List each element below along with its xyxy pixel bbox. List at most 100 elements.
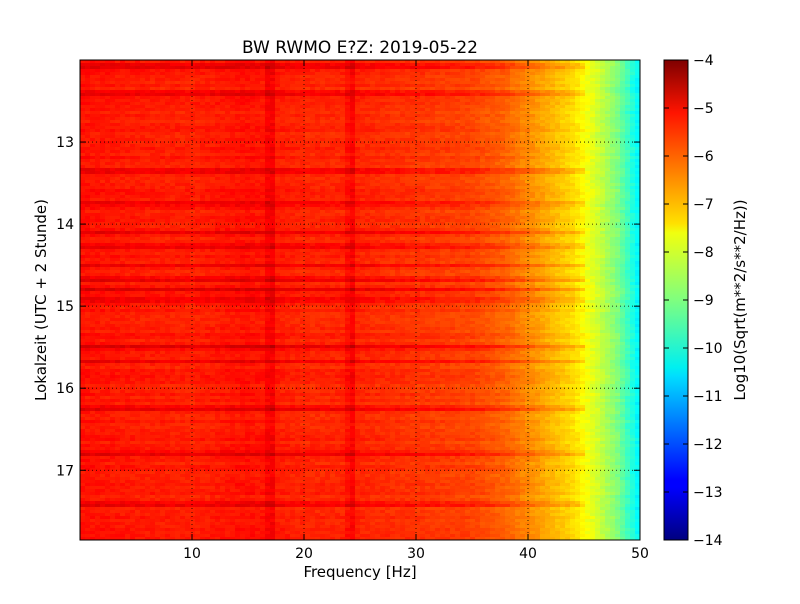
heatmap-cell bbox=[335, 84, 341, 88]
heatmap-cell bbox=[440, 87, 446, 91]
heatmap-cell bbox=[160, 126, 166, 130]
heatmap-cell bbox=[150, 84, 156, 88]
heatmap-cell bbox=[460, 114, 466, 118]
heatmap-cell bbox=[455, 72, 461, 76]
heatmap-cell bbox=[175, 99, 181, 103]
heatmap-cell bbox=[445, 114, 451, 118]
heatmap-cell bbox=[590, 84, 596, 88]
heatmap-cell bbox=[580, 105, 586, 109]
heatmap-cell bbox=[425, 111, 431, 115]
heatmap-cell bbox=[200, 66, 206, 70]
heatmap-cell bbox=[515, 114, 521, 118]
heatmap-cell bbox=[300, 78, 306, 82]
heatmap-cell bbox=[630, 69, 636, 73]
heatmap-cell bbox=[215, 111, 221, 115]
heatmap-cell bbox=[445, 72, 451, 76]
heatmap-cell bbox=[410, 114, 416, 118]
heatmap-cell bbox=[475, 105, 481, 109]
heatmap-cell bbox=[485, 66, 491, 70]
heatmap-cell bbox=[265, 93, 271, 97]
heatmap-cell bbox=[220, 75, 226, 79]
heatmap-cell bbox=[405, 96, 411, 100]
heatmap-cell bbox=[580, 90, 586, 94]
heatmap-cell bbox=[610, 81, 616, 85]
heatmap-cell bbox=[335, 102, 341, 106]
heatmap-cell bbox=[570, 63, 576, 67]
heatmap-cell bbox=[255, 60, 261, 64]
heatmap-cell bbox=[555, 60, 561, 64]
heatmap-cell bbox=[460, 111, 466, 115]
heatmap-cell bbox=[375, 69, 381, 73]
heatmap-cell bbox=[495, 72, 501, 76]
heatmap-cell bbox=[480, 126, 486, 130]
heatmap-cell bbox=[275, 120, 281, 124]
heatmap-cell bbox=[150, 66, 156, 70]
heatmap-cell bbox=[455, 99, 461, 103]
heatmap-cell bbox=[285, 87, 291, 91]
heatmap-cell bbox=[500, 60, 506, 64]
heatmap-cell bbox=[310, 117, 316, 121]
heatmap-cell bbox=[145, 66, 151, 70]
heatmap-cell bbox=[455, 126, 461, 130]
heatmap-cell bbox=[355, 114, 361, 118]
heatmap-cell bbox=[315, 120, 321, 124]
heatmap-cell bbox=[445, 123, 451, 127]
heatmap-cell bbox=[290, 84, 296, 88]
heatmap-cell bbox=[430, 96, 436, 100]
heatmap-cell bbox=[570, 66, 576, 70]
heatmap-cell bbox=[265, 75, 271, 79]
heatmap-cell bbox=[500, 72, 506, 76]
heatmap-cell bbox=[630, 126, 636, 130]
heatmap-cell bbox=[435, 126, 441, 130]
heatmap-cell bbox=[515, 99, 521, 103]
heatmap-cell bbox=[435, 93, 441, 97]
heatmap-cell bbox=[90, 81, 96, 85]
heatmap-cell bbox=[160, 84, 166, 88]
heatmap-cell bbox=[420, 108, 426, 112]
heatmap-cell bbox=[545, 117, 551, 121]
heatmap-cell bbox=[410, 90, 416, 94]
heatmap-cell bbox=[340, 123, 346, 127]
heatmap-cell bbox=[450, 87, 456, 91]
heatmap-cell bbox=[280, 99, 286, 103]
heatmap-cell bbox=[405, 111, 411, 115]
heatmap-cell bbox=[295, 120, 301, 124]
heatmap-cell bbox=[230, 81, 236, 85]
heatmap-cell bbox=[435, 72, 441, 76]
heatmap-cell bbox=[230, 90, 236, 94]
heatmap-cell bbox=[290, 114, 296, 118]
heatmap-cell bbox=[610, 63, 616, 67]
heatmap-cell bbox=[250, 123, 256, 127]
heatmap-cell bbox=[625, 93, 631, 97]
heatmap-cell bbox=[305, 66, 311, 70]
heatmap-cell bbox=[85, 66, 91, 70]
heatmap-cell bbox=[520, 81, 526, 85]
heatmap-cell bbox=[350, 99, 356, 103]
heatmap-cell bbox=[360, 96, 366, 100]
heatmap-cell bbox=[230, 105, 236, 109]
heatmap-cell bbox=[575, 69, 581, 73]
heatmap-cell bbox=[345, 126, 351, 130]
heatmap-cell bbox=[285, 102, 291, 106]
heatmap-cell bbox=[255, 78, 261, 82]
heatmap-cell bbox=[215, 96, 221, 100]
heatmap-cell bbox=[475, 102, 481, 106]
heatmap-cell bbox=[445, 84, 451, 88]
heatmap-cell bbox=[490, 96, 496, 100]
heatmap-cell bbox=[140, 120, 146, 124]
heatmap-cell bbox=[185, 111, 191, 115]
heatmap-cell bbox=[150, 69, 156, 73]
heatmap-cell bbox=[620, 63, 626, 67]
heatmap-cell bbox=[120, 69, 126, 73]
heatmap-cell bbox=[300, 90, 306, 94]
heatmap-cell bbox=[355, 123, 361, 127]
heatmap-cell bbox=[600, 108, 606, 112]
heatmap-cell bbox=[195, 78, 201, 82]
heatmap-cell bbox=[350, 87, 356, 91]
heatmap-cell bbox=[330, 93, 336, 97]
heatmap-cell bbox=[500, 63, 506, 67]
heatmap-cell bbox=[245, 93, 251, 97]
heatmap-cell bbox=[555, 84, 561, 88]
heatmap-cell bbox=[585, 123, 591, 127]
heatmap-cell bbox=[635, 66, 640, 70]
